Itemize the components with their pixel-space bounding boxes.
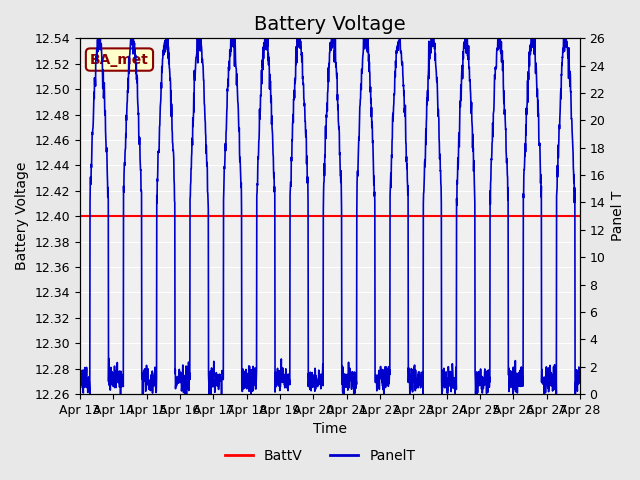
X-axis label: Time: Time	[313, 422, 347, 436]
Text: BA_met: BA_met	[90, 52, 149, 67]
Y-axis label: Battery Voltage: Battery Voltage	[15, 162, 29, 270]
Y-axis label: Panel T: Panel T	[611, 191, 625, 241]
Title: Battery Voltage: Battery Voltage	[254, 15, 406, 34]
Legend: BattV, PanelT: BattV, PanelT	[220, 443, 420, 468]
